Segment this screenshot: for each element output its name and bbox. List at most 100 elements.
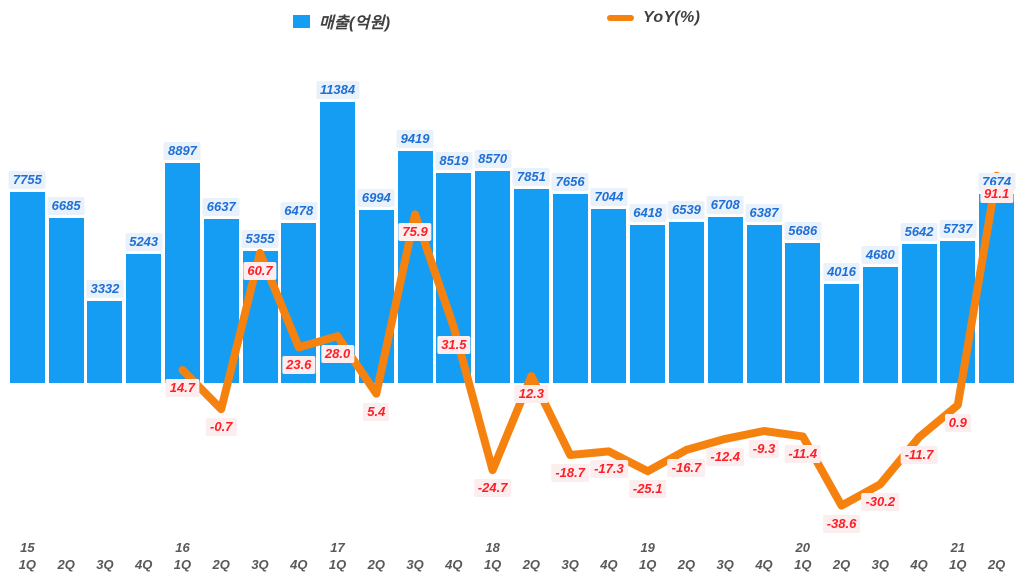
x-axis-quarter-label: 2Q (832, 557, 851, 572)
yoy-value-label: -9.3 (748, 440, 780, 459)
revenue-legend-label: 매출(억원) (319, 15, 391, 32)
x-axis-year-label: 17 (330, 540, 345, 555)
revenue-bar (552, 194, 588, 383)
x-axis-quarter-label: 1Q (639, 557, 657, 572)
x-axis-quarter-label: 1Q (949, 557, 967, 572)
bar-value-label: 8519 (435, 151, 473, 170)
yoy-value-label: -11.7 (900, 446, 938, 465)
revenue-bar (591, 209, 627, 383)
yoy-value-label: 31.5 (437, 336, 471, 355)
bar-value-label: 6387 (745, 204, 783, 223)
x-axis-quarter-label: 3Q (871, 557, 889, 572)
yoy-swatch-icon (607, 15, 634, 21)
yoy-value-label: -25.1 (628, 480, 667, 499)
x-axis-year-label: 18 (485, 540, 500, 555)
x-axis-quarter-label: 2Q (522, 557, 541, 572)
revenue-bar (668, 221, 704, 383)
yoy-value-label: 91.1 (979, 184, 1014, 203)
yoy-value-label: 12.3 (514, 385, 549, 404)
yoy-value-label: -0.7 (206, 418, 237, 437)
revenue-bar (630, 224, 666, 383)
revenue-bar (48, 217, 84, 383)
revenue-bar (126, 253, 162, 383)
legend-item-revenue: 매출(억원) (293, 9, 390, 33)
revenue-bar (87, 300, 123, 383)
revenue-bar (281, 223, 317, 383)
x-axis-quarter-label: 1Q (483, 557, 502, 572)
yoy-value-label: 23.6 (282, 356, 316, 375)
x-axis-year-label: 16 (175, 540, 190, 555)
yoy-value-label: -18.7 (551, 463, 589, 482)
revenue-bar (164, 163, 200, 383)
bar-value-label: 6994 (357, 189, 395, 208)
yoy-value-label: 5.4 (363, 402, 390, 421)
revenue-bar (824, 283, 860, 383)
x-axis-quarter-label: 1Q (328, 557, 347, 572)
yoy-value-label: 14.7 (165, 379, 200, 398)
bar-value-label: 5642 (900, 222, 938, 241)
bar-value-label: 7656 (551, 173, 589, 192)
yoy-value-label: -30.2 (861, 493, 900, 512)
bar-value-label: 5243 (125, 232, 163, 251)
bar-value-label: 8570 (474, 150, 512, 169)
bar-value-label: 5686 (784, 221, 822, 240)
x-axis-year-label: 21 (950, 540, 966, 555)
legend-item-yoy: YoY(%) (607, 9, 700, 27)
bar-value-label: 11384 (315, 81, 360, 99)
x-axis-quarter-label: 1Q (18, 557, 37, 572)
x-axis-quarter-label: 3Q (406, 557, 424, 572)
x-axis-quarter-label: 3Q (251, 557, 269, 572)
yoy-value-label: -12.4 (706, 447, 745, 466)
x-axis-quarter-label: 2Q (987, 557, 1006, 572)
revenue-bar (901, 243, 937, 383)
yoy-value-label: 28.0 (320, 345, 355, 364)
revenue-bar (9, 191, 45, 383)
bar-value-label: 7755 (8, 170, 46, 189)
x-axis-quarter-label: 4Q (135, 557, 153, 572)
revenue-bar (746, 225, 782, 383)
x-axis-quarter-label: 2Q (57, 557, 75, 572)
bar-value-label: 4016 (823, 262, 860, 281)
bar-value-label: 7851 (512, 168, 550, 187)
x-axis-year-label: 15 (20, 540, 35, 555)
yoy-value-label: -11.4 (784, 445, 822, 464)
bar-value-label: 6478 (280, 202, 318, 221)
bar-value-label: 6708 (706, 196, 744, 215)
x-axis-quarter-label: 1Q (173, 557, 192, 572)
bar-value-label: 7044 (590, 188, 628, 207)
bar-value-label: 3332 (86, 279, 124, 298)
yoy-value-label: -17.3 (590, 460, 628, 479)
x-axis-quarter-label: 4Q (445, 557, 463, 572)
yoy-legend-label: YoY(%) (643, 9, 701, 26)
x-axis-quarter-label: 4Q (600, 557, 618, 572)
x-axis-quarter-label: 4Q (910, 557, 928, 572)
x-axis-quarter-label: 3Q (96, 557, 114, 572)
x-axis-quarter-label: 4Q (290, 557, 308, 572)
x-axis-quarter-label: 3Q (716, 557, 734, 572)
yoy-value-label: 75.9 (398, 223, 432, 242)
x-axis-year-label: 20 (795, 540, 810, 555)
x-axis-quarter-label: 2Q (677, 557, 696, 572)
bar-value-label: 5355 (241, 229, 279, 248)
revenue-bar (513, 189, 549, 383)
bar-value-label: 6539 (667, 200, 705, 219)
x-axis-quarter-label: 4Q (755, 557, 773, 572)
yoy-value-label: -16.7 (667, 458, 706, 477)
revenue-bar (707, 217, 743, 383)
x-axis-quarter-label: 1Q (794, 557, 812, 572)
revenue-bar (862, 267, 898, 383)
bar-value-label: 9419 (396, 129, 434, 148)
revenue-bar (475, 171, 511, 383)
yoy-value-label: 60.7 (243, 262, 277, 281)
yoy-value-label: -24.7 (473, 479, 512, 498)
bar-value-label: 4680 (861, 246, 899, 265)
bar-value-label: 6637 (202, 198, 240, 217)
yoy-value-label: -38.6 (822, 514, 861, 533)
bar-value-label: 8897 (163, 142, 201, 161)
revenue-bar (785, 242, 821, 383)
x-axis-quarter-label: 3Q (561, 557, 579, 572)
x-axis-year-label: 19 (640, 540, 655, 555)
